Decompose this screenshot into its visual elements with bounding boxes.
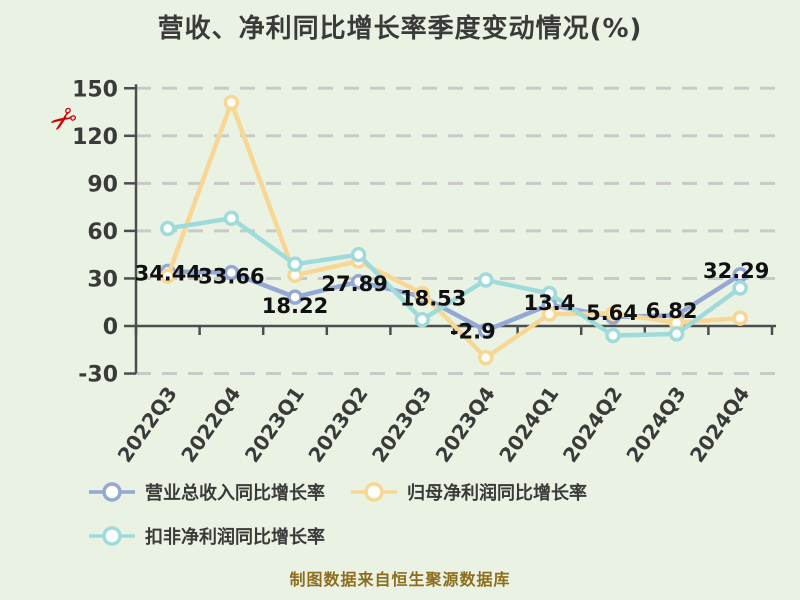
data-label: -2.9	[450, 320, 496, 344]
y-tick-label: 0	[103, 315, 118, 340]
y-tick-label: -30	[78, 363, 118, 388]
series-line-2	[165, 215, 743, 338]
y-tick-label: 150	[72, 77, 118, 102]
legend-item-deducted-profit-growth[interactable]: 扣非净利润同比增长率	[86, 523, 325, 549]
data-point	[668, 326, 685, 342]
y-tick-label: 90	[87, 172, 118, 197]
x-category-label: 2023Q2	[303, 382, 372, 467]
data-point	[478, 349, 494, 366]
data-point	[160, 220, 176, 237]
data-point	[732, 310, 748, 326]
data-point	[223, 210, 240, 226]
legend-label-net-profit-growth: 归母净利润同比增长率	[407, 483, 587, 504]
series-line-1	[165, 100, 743, 360]
revenue-series-marker-icon	[89, 482, 135, 502]
y-tick-label: 30	[87, 267, 118, 292]
x-category-label: 2023Q1	[240, 382, 309, 467]
legend-item-revenue-growth[interactable]: 营业总收入同比增长率	[86, 479, 325, 505]
data-point	[414, 285, 430, 302]
data-point	[605, 327, 621, 344]
x-category-label: 2024Q2	[558, 382, 627, 467]
x-category-label: 2024Q1	[494, 382, 563, 467]
data-label: 5.64	[586, 301, 638, 325]
x-category-label: 2022Q4	[176, 382, 245, 467]
data-label: 33.66	[198, 265, 264, 289]
data-label: 32.29	[703, 259, 769, 283]
data-point	[350, 274, 367, 290]
x-category-label: 2023Q4	[431, 382, 500, 467]
legend-label-deducted-profit-growth: 扣非净利润同比增长率	[145, 527, 325, 548]
legend-item-net-profit-growth[interactable]: 归母净利润同比增长率	[348, 479, 587, 505]
data-point	[287, 289, 303, 305]
line-chart: 150 120 90 60 30 0 -302022Q32022Q42023Q12023Q2…	[72, 77, 776, 467]
x-category-label: 2024Q3	[621, 382, 690, 467]
x-category-label: 2022Q3	[113, 382, 182, 467]
data-label: 34.44	[135, 261, 201, 285]
data-point	[478, 272, 494, 288]
chart-title: 营收、净利同比增长率季度变动情况(%)	[157, 14, 643, 44]
data-label: 27.89	[321, 272, 387, 296]
data-label: 13.4	[523, 291, 575, 315]
data-label: 6.82	[646, 299, 698, 323]
data-point	[160, 268, 176, 284]
x-category-label: 2024Q4	[685, 382, 754, 467]
footer-credit: 制图数据来自恒生聚源数据库	[289, 570, 511, 589]
data-point	[605, 305, 621, 322]
y-tick-label: 60	[87, 220, 118, 245]
data-label: 18.53	[400, 287, 466, 311]
net-profit-series-marker-icon	[351, 482, 397, 502]
data-point	[414, 311, 430, 328]
data-point	[541, 285, 558, 302]
data-label: 18.22	[262, 294, 328, 318]
legend-label-revenue-growth: 营业总收入同比增长率	[145, 483, 325, 504]
x-category-label: 2023Q3	[367, 382, 436, 467]
data-point	[223, 264, 240, 281]
data-point	[287, 256, 303, 272]
data-point	[541, 306, 558, 322]
data-point	[478, 322, 494, 339]
data-point	[732, 280, 748, 296]
y-tick-label: 120	[72, 125, 118, 150]
data-point	[350, 246, 367, 263]
deducted-profit-series-marker-icon	[89, 526, 135, 546]
data-point	[223, 94, 240, 111]
